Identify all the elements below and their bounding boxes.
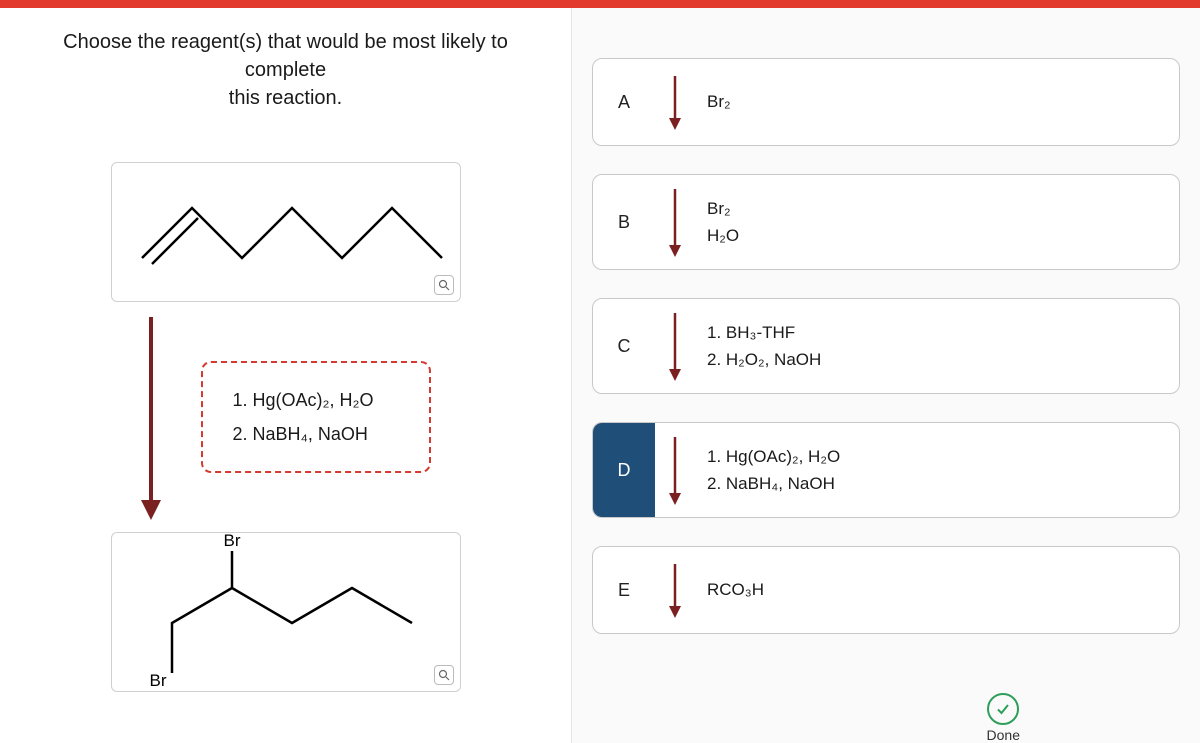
option-label: Br₂: [695, 59, 1179, 145]
reaction-scheme: 1. Hg(OAc)₂, H₂O 2. NaBH₄, NaOH Br Br: [28, 162, 543, 692]
option-letter: B: [593, 175, 655, 269]
option-letter: D: [593, 423, 655, 517]
br-label-bottom: Br: [150, 671, 167, 691]
option-arrow-icon: [655, 175, 695, 269]
checkmark-icon: [987, 693, 1019, 725]
reagent-line2: 2. NaBH₄, NaOH: [233, 417, 399, 451]
reagent-line1: 1. Hg(OAc)₂, H₂O: [233, 383, 399, 417]
product-structure: [112, 533, 462, 693]
option-label: 1. BH₃-THF2. H₂O₂, NaOH: [695, 299, 1179, 393]
question-line1: Choose the reagent(s) that would be most…: [63, 31, 508, 81]
option-E[interactable]: E RCO₃H: [592, 546, 1180, 634]
done-label: Done: [987, 727, 1020, 743]
reaction-arrow-region: 1. Hg(OAc)₂, H₂O 2. NaBH₄, NaOH: [111, 302, 461, 532]
main-container: Choose the reagent(s) that would be most…: [0, 8, 1200, 743]
option-arrow-icon: [655, 423, 695, 517]
option-B[interactable]: B Br₂H₂O: [592, 174, 1180, 270]
reagent-dropzone[interactable]: 1. Hg(OAc)₂, H₂O 2. NaBH₄, NaOH: [201, 361, 431, 473]
option-D[interactable]: D 1. Hg(OAc)₂, H₂O2. NaBH₄, NaOH: [592, 422, 1180, 518]
question-line2: this reaction.: [229, 87, 342, 109]
done-button[interactable]: Done: [987, 693, 1020, 743]
question-text: Choose the reagent(s) that would be most…: [28, 28, 543, 112]
reaction-arrow: [131, 312, 171, 522]
option-arrow-icon: [655, 59, 695, 145]
option-C[interactable]: C 1. BH₃-THF2. H₂O₂, NaOH: [592, 298, 1180, 394]
answer-panel: A Br₂ B Br₂H₂O C 1. BH₃-THF2. H₂O₂, NaOH D 1. H…: [572, 8, 1200, 743]
question-panel: Choose the reagent(s) that would be most…: [0, 8, 572, 743]
option-A[interactable]: A Br₂: [592, 58, 1180, 146]
option-letter: C: [593, 299, 655, 393]
option-letter: E: [593, 547, 655, 633]
option-arrow-icon: [655, 299, 695, 393]
option-label: Br₂H₂O: [695, 175, 1179, 269]
product-box: Br Br: [111, 532, 461, 692]
zoom-icon[interactable]: [434, 275, 454, 295]
option-label: 1. Hg(OAc)₂, H₂O2. NaBH₄, NaOH: [695, 423, 1179, 517]
option-label: RCO₃H: [695, 547, 1179, 633]
options-list: A Br₂ B Br₂H₂O C 1. BH₃-THF2. H₂O₂, NaOH D 1. H…: [592, 58, 1180, 634]
zoom-icon[interactable]: [434, 665, 454, 685]
accent-bar: [0, 0, 1200, 8]
starting-material-structure: [112, 163, 462, 303]
option-letter: A: [593, 59, 655, 145]
br-label-top: Br: [224, 531, 241, 551]
option-arrow-icon: [655, 547, 695, 633]
starting-material-box: [111, 162, 461, 302]
